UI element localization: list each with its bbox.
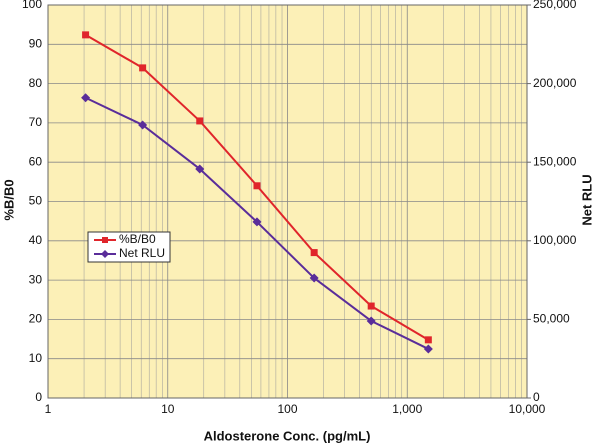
point [424, 336, 432, 344]
point [139, 64, 147, 72]
point [196, 117, 204, 125]
y-tick-label: 60 [29, 154, 43, 168]
y2-tick-label: 100,000 [533, 233, 577, 247]
y2-axis-label: Net RLU [579, 174, 594, 225]
y-tick-label: 90 [29, 36, 43, 50]
x-tick-label: 10,000 [509, 402, 546, 416]
point [367, 302, 375, 310]
y-tick-label: 10 [29, 351, 43, 365]
y-tick-label: 30 [29, 272, 43, 286]
point [82, 31, 90, 39]
point [252, 217, 262, 227]
point [253, 182, 261, 190]
y-tick-label: 40 [29, 233, 43, 247]
y2-tick-label: 50,000 [533, 312, 570, 326]
legend-marker [101, 250, 109, 258]
legend-label: %B/B0 [119, 232, 156, 246]
legend-label: Net RLU [119, 246, 165, 260]
y-tick-label: 70 [29, 115, 43, 129]
x-axis-label: Aldosterone Conc. (pg/mL) [204, 428, 371, 443]
y-tick-label: 100 [22, 0, 42, 11]
y-tick-label: 80 [29, 76, 43, 90]
point [81, 93, 91, 103]
marks [81, 31, 433, 354]
y-tick-label: 50 [29, 194, 43, 208]
point [138, 120, 148, 130]
x-tick-label: 1 [45, 402, 52, 416]
y2-tick-label: 200,000 [533, 76, 577, 90]
plot-frame [47, 4, 528, 399]
x-tick-label: 1,000 [392, 402, 422, 416]
point [309, 273, 319, 283]
y-axis-label: %B/B0 [1, 179, 16, 220]
point [366, 316, 376, 326]
y2-tick-label: 0 [533, 390, 540, 404]
y-tick-label: 0 [35, 390, 42, 404]
y2-tick-label: 150,000 [533, 154, 577, 168]
y-tick-label: 20 [29, 312, 43, 326]
point [310, 249, 318, 257]
legend-marker [102, 237, 108, 243]
x-tick-label: 100 [277, 402, 297, 416]
y2-tick-label: 250,000 [533, 0, 577, 11]
point [195, 164, 205, 174]
x-tick-label: 10 [161, 402, 175, 416]
point [423, 344, 433, 354]
legend [87, 231, 171, 263]
